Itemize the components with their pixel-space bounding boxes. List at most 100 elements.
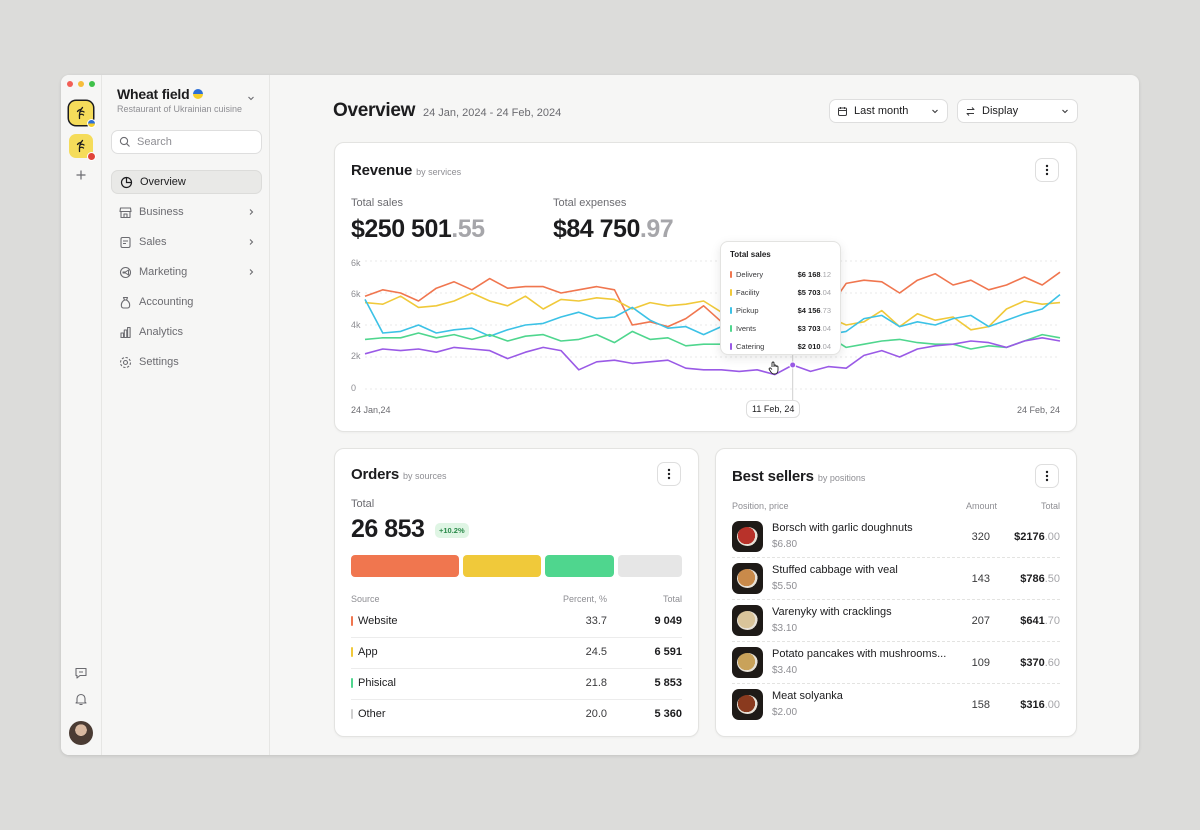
sidebar-item-label: Settings — [139, 356, 179, 368]
tooltip-value-frac: .04 — [820, 341, 831, 351]
dish-plate — [737, 611, 758, 630]
main-nav: Overview Business Sales Marketing Accoun… — [111, 170, 262, 380]
sidebar-item-overview[interactable]: Overview — [111, 170, 262, 194]
list-item[interactable]: Stuffed cabbage with veal $5.50 143 $786.50 — [732, 558, 1060, 600]
store-icon — [119, 206, 132, 218]
brand-title-row: Wheat field — [117, 86, 242, 102]
dish-name: Varenyky with cracklings — [772, 606, 892, 618]
tooltip-value-frac: .12 — [820, 269, 831, 279]
ukraine-flag-icon — [193, 89, 204, 99]
revenue-subtitle: by services — [416, 167, 462, 177]
y-tick: 4k — [351, 320, 361, 330]
bell-icon[interactable] — [73, 691, 89, 707]
app-window: Wheat field Restaurant of Ukrainian cuis… — [61, 75, 1139, 755]
more-vertical-icon — [667, 468, 671, 480]
more-vertical-icon — [1045, 164, 1049, 176]
period-select[interactable]: Last month — [829, 99, 948, 123]
search-placeholder: Search — [137, 136, 172, 148]
pie-chart-icon — [120, 176, 133, 188]
dish-plate — [737, 695, 758, 714]
best-sellers-title: Best sellers by positions — [732, 468, 865, 485]
dish-photo — [732, 689, 763, 720]
table-row[interactable]: Website 33.7 9 049 — [351, 607, 682, 638]
tooltip-row: Ivents $3 703.04 — [730, 319, 831, 337]
table-row[interactable]: App 24.5 6 591 — [351, 638, 682, 669]
restaurant-name: Wheat field — [117, 86, 190, 102]
chat-icon[interactable] — [73, 665, 89, 681]
workspace-wheat-field[interactable] — [69, 101, 96, 128]
dish-name: Potato pancakes with mushrooms... — [772, 648, 947, 660]
total-frac: .50 — [1044, 573, 1060, 585]
calendar-icon — [838, 106, 847, 116]
x-tick-end: 24 Feb, 24 — [1016, 405, 1060, 415]
list-item[interactable]: Potato pancakes with mushrooms... $3.40 10… — [732, 642, 1060, 684]
y-tick: 6k — [351, 258, 361, 268]
dish-name: Meat solyanka — [772, 690, 843, 702]
tooltip-label: Pickup — [736, 305, 759, 315]
share-segment — [544, 555, 615, 577]
list-item[interactable]: Varenyky with cracklings $3.10 207 $641.70 — [732, 600, 1060, 642]
revenue-more-button[interactable] — [1035, 158, 1059, 182]
list-item[interactable]: Meat solyanka $2.00 158 $316.00 — [732, 684, 1060, 726]
orders-card: Orders by sources Total 26 853 +10.2% Sou… — [334, 448, 699, 737]
column-header: Total — [1040, 501, 1060, 511]
sidebar-item-label: Analytics — [139, 326, 184, 338]
total-frac: .00 — [1044, 699, 1060, 711]
table-row[interactable]: Other 20.0 5 360 — [351, 700, 682, 731]
dish-photo — [732, 521, 763, 552]
minimize-window-button[interactable] — [78, 81, 84, 87]
dish-plate — [737, 653, 758, 672]
chevron-right-icon — [249, 269, 254, 275]
source-cell: Website — [351, 615, 398, 627]
tooltip-row: Catering $2 010.04 — [730, 337, 831, 355]
total-frac: .70 — [1044, 615, 1060, 627]
table-row[interactable]: Phisical 21.8 5 853 — [351, 669, 682, 700]
best-sellers-subtitle: by positions — [817, 473, 866, 483]
workspace-rail — [61, 75, 102, 755]
workspace-second[interactable] — [69, 134, 96, 161]
page-title: Overview — [333, 100, 416, 121]
list-item[interactable]: Borsch with garlic doughnuts $6.80 320 $217… — [732, 516, 1060, 558]
total-sales-frac: .55 — [451, 215, 485, 243]
source-swatch — [351, 616, 353, 626]
dish-plate — [737, 569, 758, 588]
close-window-button[interactable] — [67, 81, 73, 87]
sidebar-item-business[interactable]: Business — [111, 200, 262, 224]
sidebar-item-analytics[interactable]: Analytics — [111, 320, 262, 344]
total-sales-label: Total sales — [351, 197, 403, 209]
display-select[interactable]: Display — [957, 99, 1078, 123]
chevron-down-icon[interactable] — [246, 93, 256, 103]
window-controls — [67, 81, 95, 87]
dish-name: Stuffed cabbage with veal — [772, 564, 898, 576]
user-avatar[interactable] — [69, 721, 93, 745]
wheat-logo-icon — [76, 139, 85, 153]
hand-cursor-icon — [768, 361, 779, 375]
total-int: $370 — [1020, 657, 1045, 669]
dish-price: $3.40 — [772, 665, 798, 676]
sidebar-item-accounting[interactable]: Accounting — [111, 290, 262, 314]
tooltip-row: Pickup $4 156.73 — [730, 301, 831, 319]
add-workspace-icon[interactable] — [75, 169, 87, 181]
tooltip-value: $2 010.04 — [798, 342, 831, 351]
money-bag-icon — [120, 296, 131, 309]
more-vertical-icon — [1045, 470, 1049, 482]
best-sellers-more-button[interactable] — [1035, 464, 1059, 488]
maximize-window-button[interactable] — [89, 81, 95, 87]
sidebar-item-sales[interactable]: Sales — [111, 230, 262, 254]
best-sellers-card: Best sellers by positions Position, price… — [715, 448, 1077, 737]
tooltip-value-int: $5 703 — [797, 287, 821, 297]
sidebar: Wheat field Restaurant of Ukrainian cuis… — [102, 75, 270, 755]
dish-price: $5.50 — [772, 581, 798, 592]
sidebar-item-label: Marketing — [139, 266, 188, 278]
revenue-title-text: Revenue — [351, 162, 413, 179]
receipt-icon — [120, 236, 131, 248]
tooltip-title: Total sales — [730, 250, 771, 259]
series-line-pickup — [364, 293, 1061, 349]
sidebar-item-marketing[interactable]: Marketing — [111, 260, 262, 284]
total-expenses-frac: .97 — [639, 215, 674, 243]
tooltip-label: Facility — [736, 287, 760, 297]
sidebar-item-settings[interactable]: Settings — [111, 350, 262, 374]
orders-more-button[interactable] — [657, 462, 681, 486]
tooltip-label: Catering — [736, 341, 765, 351]
search-input[interactable]: Search — [111, 130, 262, 154]
